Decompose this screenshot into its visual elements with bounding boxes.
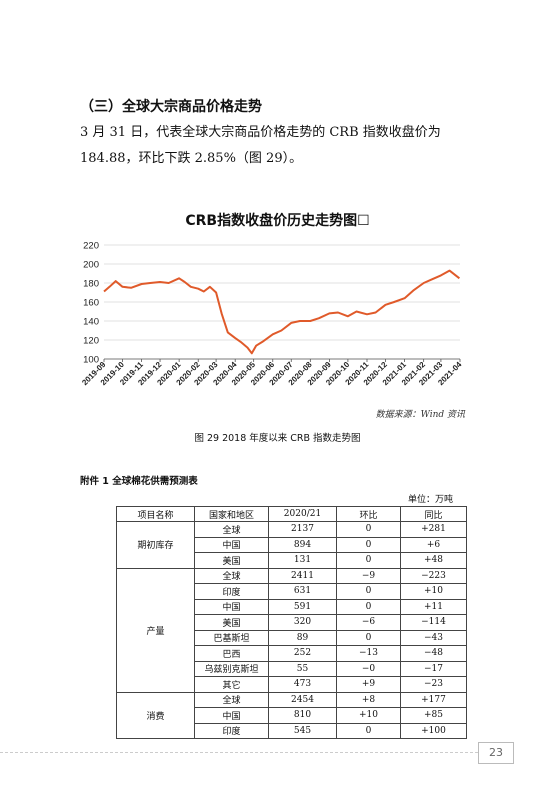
table-row: 产量 全球 2411 −9 −223 xyxy=(116,567,467,693)
table-row: 其它 473 +9 −23 xyxy=(117,676,467,693)
group-name: 期初库存 xyxy=(116,521,195,569)
region-cell: 美国 xyxy=(194,552,269,569)
yoy-cell: −114 xyxy=(400,614,467,631)
y-tick-label: 160 xyxy=(83,298,99,309)
yoy-cell: +281 xyxy=(400,521,467,538)
yoy-cell: +48 xyxy=(400,552,467,569)
crb-line-chart: 1001201401601802002202019-092019-102019-… xyxy=(80,241,464,388)
value-cell: 55 xyxy=(268,660,337,677)
footer-rule xyxy=(0,752,478,753)
value-cell: 2137 xyxy=(268,521,337,538)
page-number: 23 xyxy=(478,742,514,764)
cotton-supply-demand-table: 项目名称 国家和地区 2020/21 环比 同比 期初库存 全球 2137 0 +281… xyxy=(116,506,467,739)
series-line xyxy=(103,269,461,355)
yoy-cell: +85 xyxy=(400,707,467,724)
mom-cell: 0 xyxy=(336,521,401,538)
value-cell: 89 xyxy=(268,629,337,646)
mom-cell: +10 xyxy=(336,707,401,724)
region-cell: 乌兹别克斯坦 xyxy=(194,660,269,677)
group-name: 产量 xyxy=(116,567,195,693)
value-cell: 2454 xyxy=(268,691,337,708)
region-cell: 中国 xyxy=(194,598,269,615)
value-cell: 2411 xyxy=(268,567,337,584)
table-row: 期初库存 全球 2137 0 +281 xyxy=(116,521,467,569)
yoy-cell: +10 xyxy=(400,583,467,600)
group-name: 消费 xyxy=(116,691,195,739)
value-cell: 131 xyxy=(268,552,337,569)
paragraph-line-1: 3 月 31 日，代表全球大宗商品价格走势的 CRB 指数收盘价为 xyxy=(80,125,441,140)
mom-cell: −0 xyxy=(336,660,401,677)
region-cell: 中国 xyxy=(194,536,269,553)
value-cell: 473 xyxy=(268,676,337,693)
value-cell: 631 xyxy=(268,583,337,600)
figure-caption: 图 29 2018 年度以来 CRB 指数走势图 xyxy=(194,433,361,444)
mom-cell: 0 xyxy=(336,583,401,600)
yoy-cell: −43 xyxy=(400,629,467,646)
header-mom: 环比 xyxy=(336,506,401,522)
region-cell: 印度 xyxy=(194,722,269,739)
paragraph-line-2: 184.88，环比下跌 2.85%（图 29）。 xyxy=(80,151,303,166)
chart-title: CRB指数收盘价历史走势图☐ xyxy=(185,213,370,229)
value-cell: 591 xyxy=(268,598,337,615)
mom-cell: +8 xyxy=(336,691,401,708)
value-cell: 894 xyxy=(268,536,337,553)
mom-cell: 0 xyxy=(336,552,401,569)
region-cell: 其它 xyxy=(194,676,269,693)
table-row: 消费 全球 2454 +8 +177 xyxy=(116,691,467,739)
y-tick-label: 180 xyxy=(83,279,99,290)
table-row: 乌兹别克斯坦 55 −0 −17 xyxy=(117,660,467,677)
header-item: 项目名称 xyxy=(116,506,195,522)
header-yoy: 同比 xyxy=(400,506,467,522)
unit-label: 单位：万吨 xyxy=(408,495,454,505)
table-row: 中国 894 0 +6 xyxy=(117,536,467,553)
region-cell: 美国 xyxy=(194,614,269,631)
yoy-cell: −23 xyxy=(400,676,467,693)
yoy-cell: +100 xyxy=(400,722,467,739)
data-source: 数据来源：Wind 资讯 xyxy=(375,410,465,420)
header-region: 国家和地区 xyxy=(194,506,269,522)
mom-cell: −13 xyxy=(336,645,401,662)
value-cell: 545 xyxy=(268,722,337,739)
mom-cell: 0 xyxy=(336,629,401,646)
region-cell: 全球 xyxy=(194,567,269,584)
yoy-cell: +11 xyxy=(400,598,467,615)
value-cell: 252 xyxy=(268,645,337,662)
table-header-row: 项目名称 国家和地区 2020/21 环比 同比 xyxy=(116,506,467,522)
mom-cell: −9 xyxy=(336,567,401,584)
table-row: 巴西 252 −13 −48 xyxy=(117,645,467,662)
yoy-cell: −223 xyxy=(400,567,467,584)
table-row: 巴基斯坦 89 0 −43 xyxy=(117,629,467,646)
mom-cell: +9 xyxy=(336,676,401,693)
yoy-cell: +6 xyxy=(400,536,467,553)
mom-cell: −6 xyxy=(336,614,401,631)
yoy-cell: −17 xyxy=(400,660,467,677)
table-row: 印度 545 0 +100 xyxy=(117,722,467,739)
section-title: （三）全球大宗商品价格走势 xyxy=(80,99,262,115)
annex-title: 附件 1 全球棉花供需预测表 xyxy=(80,476,198,487)
region-cell: 全球 xyxy=(194,521,269,538)
y-tick-label: 200 xyxy=(83,260,99,271)
y-tick-label: 120 xyxy=(83,336,99,347)
yoy-cell: −48 xyxy=(400,645,467,662)
y-tick-label: 220 xyxy=(83,241,99,252)
region-cell: 巴西 xyxy=(194,645,269,662)
region-cell: 中国 xyxy=(194,707,269,724)
table-row: 中国 591 0 +11 xyxy=(117,598,467,615)
mom-cell: 0 xyxy=(336,598,401,615)
mom-cell: 0 xyxy=(336,536,401,553)
yoy-cell: +177 xyxy=(400,691,467,708)
region-cell: 印度 xyxy=(194,583,269,600)
header-season: 2020/21 xyxy=(268,506,337,522)
value-cell: 810 xyxy=(268,707,337,724)
y-tick-label: 140 xyxy=(83,317,99,328)
mom-cell: 0 xyxy=(336,722,401,739)
region-cell: 巴基斯坦 xyxy=(194,629,269,646)
y-tick-label: 100 xyxy=(83,355,99,366)
region-cell: 全球 xyxy=(194,691,269,708)
value-cell: 320 xyxy=(268,614,337,631)
table-row: 美国 131 0 +48 xyxy=(117,552,467,569)
